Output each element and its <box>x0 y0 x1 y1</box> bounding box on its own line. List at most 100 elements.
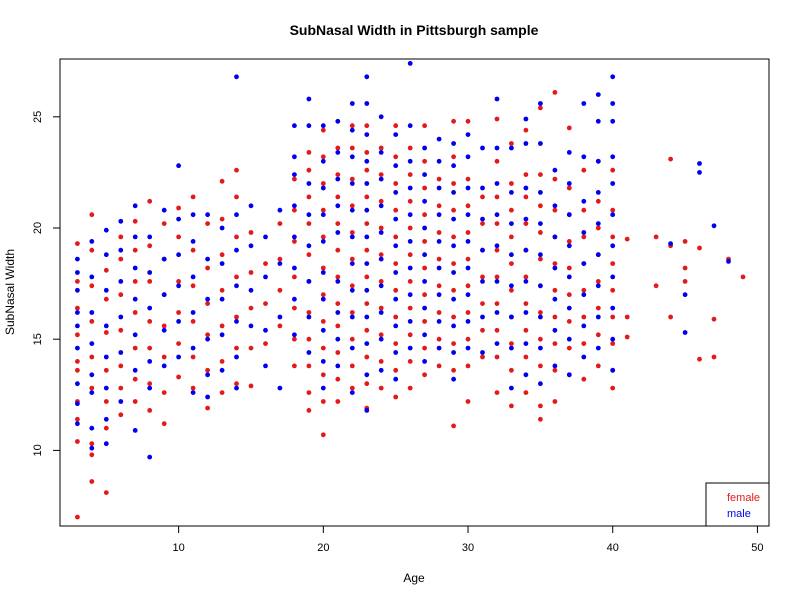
data-point-female <box>263 261 268 266</box>
x-axis-label: Age <box>403 571 425 585</box>
legend-label-male: male <box>727 508 751 520</box>
data-point-male <box>595 118 601 124</box>
data-point-female <box>89 441 95 447</box>
data-point-female <box>610 261 616 266</box>
data-point-male <box>595 345 601 351</box>
data-point-female <box>190 319 196 324</box>
data-point-female <box>422 319 427 324</box>
data-point-female <box>263 341 268 346</box>
data-point-female <box>610 341 616 346</box>
data-point-female <box>349 145 355 151</box>
data-point-male <box>451 296 456 302</box>
data-point-male <box>205 256 211 262</box>
data-point-male <box>552 327 558 333</box>
data-point-female <box>509 367 514 373</box>
data-point-male <box>480 314 485 320</box>
data-point-male <box>219 261 225 266</box>
data-point-male <box>89 310 95 315</box>
data-point-female <box>480 194 485 200</box>
data-point-male <box>538 314 543 320</box>
data-point-female <box>349 230 355 235</box>
data-point-female <box>364 327 370 333</box>
data-point-male <box>335 310 341 315</box>
data-point-male <box>320 385 326 391</box>
data-point-male <box>422 198 427 204</box>
data-point-female <box>465 203 471 209</box>
data-point-male <box>451 190 456 195</box>
data-point-male <box>378 114 384 120</box>
data-point-male <box>349 127 355 133</box>
data-point-female <box>306 150 312 155</box>
data-point-female <box>103 425 109 431</box>
data-point-male <box>509 385 514 391</box>
data-point-male <box>205 336 211 342</box>
data-point-male <box>451 270 456 275</box>
data-point-female <box>103 296 109 302</box>
data-point-male <box>306 279 312 284</box>
data-point-female <box>538 336 543 342</box>
data-point-female <box>75 367 80 373</box>
data-point-female <box>682 279 688 284</box>
data-point-female <box>393 367 399 373</box>
data-point-male <box>349 207 355 213</box>
data-point-female <box>292 207 297 213</box>
data-point-female <box>75 359 80 364</box>
data-point-female <box>132 279 138 284</box>
data-point-male <box>176 319 182 324</box>
data-point-female <box>349 283 355 289</box>
data-point-female <box>378 252 384 258</box>
data-point-female <box>89 385 95 391</box>
data-point-male <box>480 145 485 151</box>
data-point-female <box>335 301 341 306</box>
data-point-female <box>393 341 399 346</box>
data-point-male <box>349 154 355 160</box>
data-point-female <box>451 154 456 160</box>
data-point-female <box>393 287 399 293</box>
data-point-female <box>190 247 196 253</box>
data-point-female <box>610 314 616 320</box>
data-point-female <box>566 239 572 244</box>
data-point-female <box>364 167 370 173</box>
data-point-male <box>436 345 442 351</box>
data-point-female <box>89 354 95 360</box>
data-point-female <box>292 274 297 280</box>
data-point-female <box>523 301 529 306</box>
data-point-male <box>219 296 225 302</box>
data-point-female <box>407 279 413 284</box>
data-point-male <box>364 207 370 213</box>
data-point-female <box>610 207 616 213</box>
data-point-female <box>538 256 543 262</box>
data-point-female <box>277 323 283 329</box>
data-point-male <box>595 92 601 97</box>
data-point-female <box>132 310 138 315</box>
data-point-male <box>364 372 370 378</box>
data-point-male <box>378 176 384 182</box>
data-point-female <box>147 319 153 324</box>
data-point-male <box>566 372 572 378</box>
data-point-female <box>566 319 572 324</box>
data-point-male <box>422 172 427 178</box>
data-point-female <box>118 256 124 262</box>
data-point-female <box>523 274 529 280</box>
data-point-female <box>494 221 500 227</box>
data-point-male <box>523 141 529 146</box>
data-point-female <box>190 283 196 289</box>
data-point-female <box>234 314 239 320</box>
data-point-female <box>378 172 384 178</box>
data-point-female <box>103 367 109 373</box>
data-point-male <box>595 221 601 227</box>
data-point-male <box>364 408 370 413</box>
data-point-female <box>75 305 80 311</box>
data-point-female <box>436 203 442 209</box>
data-point-female <box>436 336 442 342</box>
data-point-male <box>364 314 370 320</box>
x-tick-label: 10 <box>173 542 185 554</box>
data-point-male <box>494 145 500 151</box>
data-point-male <box>378 150 384 155</box>
data-point-female <box>335 399 341 404</box>
data-point-male <box>147 454 153 460</box>
data-point-male <box>176 163 182 169</box>
data-point-male <box>509 314 514 320</box>
data-point-female <box>509 141 514 146</box>
data-point-female <box>103 490 109 495</box>
